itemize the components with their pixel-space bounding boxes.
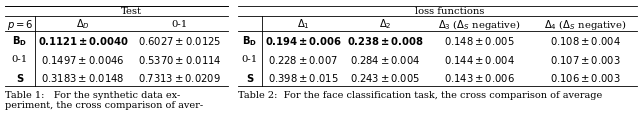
Text: $\mathbf{B_D}$: $\mathbf{B_D}$	[12, 34, 28, 48]
Text: $\mathbf{B_D}$: $\mathbf{B_D}$	[243, 34, 257, 48]
Text: $\Delta_2$: $\Delta_2$	[379, 17, 391, 31]
Text: Table 2:  For the face classification task, the cross comparison of average: Table 2: For the face classification tas…	[238, 90, 602, 99]
Text: $0.7313 \pm 0.0209$: $0.7313 \pm 0.0209$	[138, 71, 221, 83]
Text: 0-1: 0-1	[172, 20, 188, 29]
Text: $p = 6$: $p = 6$	[7, 17, 33, 31]
Text: 0-1: 0-1	[12, 54, 28, 63]
Text: $0.5370 \pm 0.0114$: $0.5370 \pm 0.0114$	[138, 53, 221, 65]
Text: periment, the cross comparison of aver-: periment, the cross comparison of aver-	[5, 100, 203, 109]
Text: $\mathbf{S}$: $\mathbf{S}$	[16, 71, 24, 83]
Text: $0.106 \pm 0.003$: $0.106 \pm 0.003$	[550, 71, 620, 83]
Text: $0.108 \pm 0.004$: $0.108 \pm 0.004$	[550, 35, 620, 47]
Text: $\Delta_D$: $\Delta_D$	[76, 17, 90, 31]
Text: $\mathbf{S}$: $\mathbf{S}$	[246, 71, 254, 83]
Text: $\Delta_3$ ($\Delta_S$ negative): $\Delta_3$ ($\Delta_S$ negative)	[438, 17, 520, 31]
Text: $\mathbf{0.194 \pm 0.006}$: $\mathbf{0.194 \pm 0.006}$	[265, 35, 342, 47]
Text: $0.243 \pm 0.005$: $0.243 \pm 0.005$	[350, 71, 420, 83]
Text: $\Delta_1$: $\Delta_1$	[297, 17, 310, 31]
Text: $\mathbf{0.238 \pm 0.008}$: $\mathbf{0.238 \pm 0.008}$	[347, 35, 423, 47]
Text: $0.228 \pm 0.007$: $0.228 \pm 0.007$	[268, 53, 339, 65]
Text: $0.144 \pm 0.004$: $0.144 \pm 0.004$	[444, 53, 515, 65]
Text: Test: Test	[121, 7, 142, 16]
Text: $0.148 \pm 0.005$: $0.148 \pm 0.005$	[444, 35, 515, 47]
Text: $\Delta_4$ ($\Delta_S$ negative): $\Delta_4$ ($\Delta_S$ negative)	[544, 17, 626, 31]
Text: $0.398 \pm 0.015$: $0.398 \pm 0.015$	[268, 71, 339, 83]
Text: $\mathbf{0.1121 \pm 0.0040}$: $\mathbf{0.1121 \pm 0.0040}$	[38, 35, 129, 47]
Text: $0.3183 \pm 0.0148$: $0.3183 \pm 0.0148$	[42, 71, 125, 83]
Text: $0.6027 \pm 0.0125$: $0.6027 \pm 0.0125$	[138, 35, 221, 47]
Text: loss functions: loss functions	[415, 7, 484, 16]
Text: Table 1:   For the synthetic data ex-: Table 1: For the synthetic data ex-	[5, 90, 180, 99]
Text: $0.1497 \pm 0.0046$: $0.1497 \pm 0.0046$	[42, 53, 125, 65]
Text: 0-1: 0-1	[242, 54, 258, 63]
Text: $0.143 \pm 0.006$: $0.143 \pm 0.006$	[444, 71, 515, 83]
Text: $0.107 \pm 0.003$: $0.107 \pm 0.003$	[550, 53, 620, 65]
Text: $0.284 \pm 0.004$: $0.284 \pm 0.004$	[350, 53, 420, 65]
